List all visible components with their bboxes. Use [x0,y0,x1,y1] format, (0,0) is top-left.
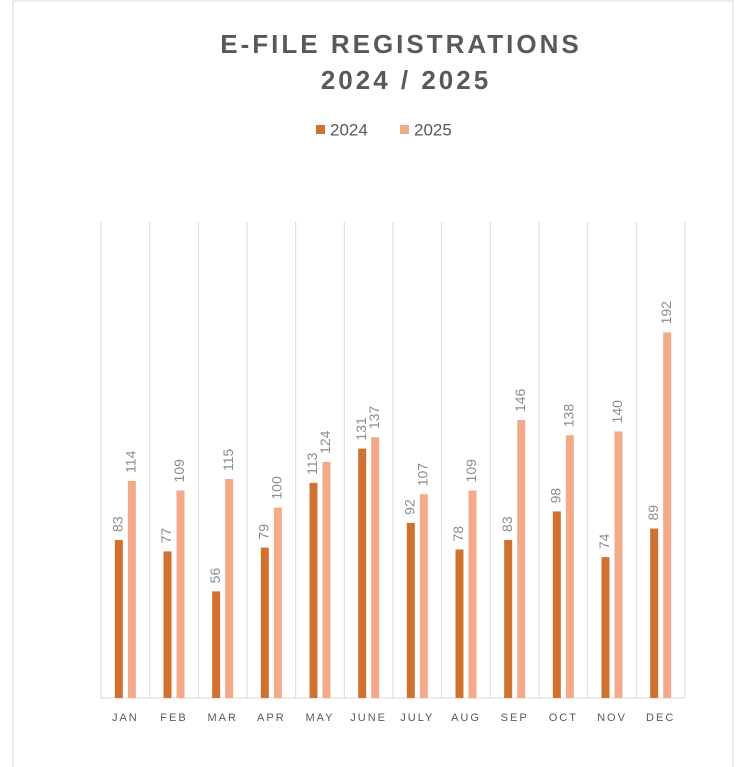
bar [114,539,123,698]
data-label: 98 [548,488,564,504]
data-label: 56 [207,568,223,584]
bar [176,490,185,698]
bar [358,448,367,698]
bar [309,482,318,698]
bar [614,431,623,698]
data-label: 131 [353,417,369,441]
bar [663,332,672,698]
x-tick-label: MAY [305,712,334,724]
x-tick-label: NOV [597,712,627,724]
data-label: 138 [561,404,577,428]
x-tick-label: APR [257,712,286,724]
data-label: 115 [220,449,236,472]
data-label: 113 [304,452,320,475]
data-label: 83 [110,516,126,532]
bar [517,420,526,698]
bar [322,461,331,698]
x-tick-label: FEB [160,712,187,724]
data-label: 100 [269,476,285,500]
bar [163,551,172,698]
data-label: 89 [645,505,661,521]
data-label: 92 [402,499,418,515]
data-label: 114 [123,450,139,473]
x-tick-label: MAR [207,712,237,724]
data-label: 78 [450,526,466,542]
data-label: 77 [158,528,174,544]
bar [273,507,282,698]
data-label: 83 [499,516,515,532]
x-tick-label: OCT [549,712,578,724]
bar [650,528,659,698]
chart-title: E-FILE REGISTRATIONS [220,29,581,59]
bar [601,557,610,698]
legend-label: 2025 [414,120,452,139]
bar [565,435,574,698]
bar [127,480,136,698]
bar [212,591,221,698]
x-tick-label: AUG [451,712,481,724]
bar [406,522,415,698]
data-label: 74 [596,533,612,549]
data-label: 109 [463,459,479,483]
data-label: 137 [366,406,382,430]
bar [225,479,234,698]
bar [419,494,428,698]
x-tick-label: JUNE [350,712,387,724]
data-label: 109 [171,459,187,483]
x-tick-label: JAN [112,712,139,724]
chart-title: 2024 / 2025 [321,65,491,95]
data-label: 124 [317,430,333,454]
bar [371,437,380,698]
data-label: 192 [658,301,674,325]
data-label: 79 [256,524,272,540]
bar [468,490,477,698]
data-label: 107 [415,463,431,487]
x-tick-label: SEP [501,712,529,724]
legend-swatch [400,125,409,134]
bar [455,549,464,698]
data-label: 146 [512,388,528,412]
bar [504,539,513,698]
x-tick-label: JULY [400,712,434,724]
bar [552,511,561,698]
legend-label: 2024 [330,120,368,139]
legend-swatch [316,125,325,134]
data-label: 140 [609,400,625,424]
x-tick-label: DEC [646,712,675,724]
bar [260,547,269,698]
